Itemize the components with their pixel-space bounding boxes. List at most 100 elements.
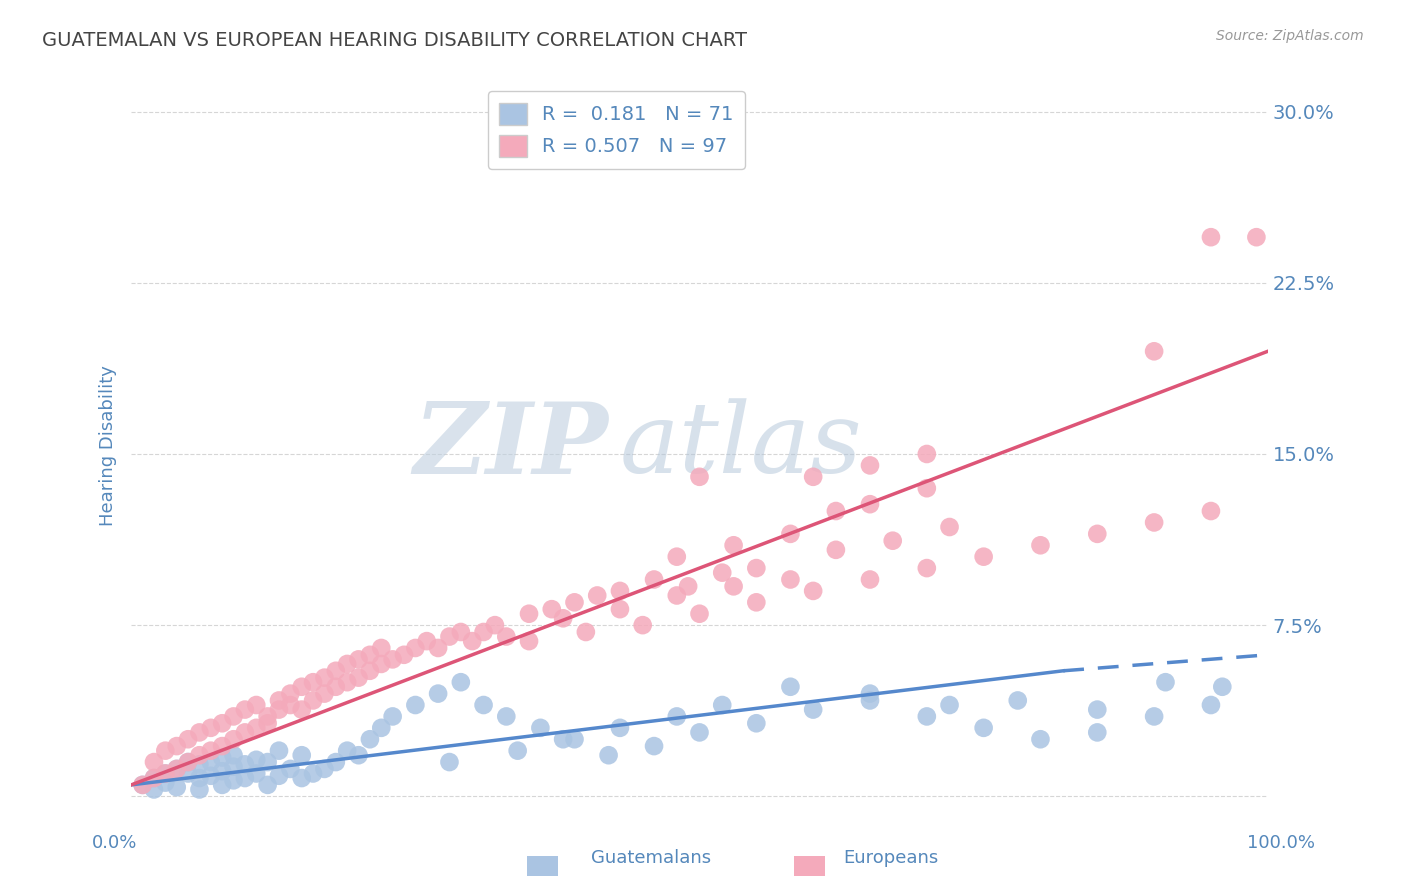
Point [155, 744, 177, 758]
Point [370, 657, 392, 671]
Point [404, 698, 426, 712]
Point [267, 693, 290, 707]
Point [529, 721, 551, 735]
Point [586, 589, 609, 603]
Point [267, 769, 290, 783]
Text: Guatemalans: Guatemalans [591, 849, 710, 867]
Point [280, 698, 302, 712]
Point [1085, 526, 1108, 541]
Point [314, 687, 336, 701]
Point [166, 739, 188, 753]
Point [256, 716, 278, 731]
Point [517, 607, 540, 621]
Point [859, 687, 882, 701]
Point [177, 755, 200, 769]
Point [256, 755, 278, 769]
Point [291, 748, 314, 763]
Point [689, 470, 711, 484]
Point [222, 748, 245, 763]
Point [859, 693, 882, 707]
Point [359, 732, 381, 747]
Legend: R =  0.181   N = 71, R = 0.507   N = 97: R = 0.181 N = 71, R = 0.507 N = 97 [488, 91, 745, 169]
Point [233, 702, 256, 716]
Point [200, 721, 222, 735]
Point [280, 762, 302, 776]
Point [188, 757, 211, 772]
Point [461, 634, 484, 648]
Point [631, 618, 654, 632]
Point [302, 675, 325, 690]
Point [222, 732, 245, 747]
Point [188, 771, 211, 785]
Point [131, 778, 153, 792]
Point [745, 716, 768, 731]
Point [336, 744, 359, 758]
Point [245, 753, 267, 767]
Point [1246, 230, 1268, 244]
Point [325, 664, 347, 678]
Point [392, 648, 415, 662]
Text: 100.0%: 100.0% [1247, 834, 1315, 852]
Point [188, 782, 211, 797]
Point [325, 755, 347, 769]
Point [1199, 504, 1222, 518]
Point [188, 725, 211, 739]
Point [359, 648, 381, 662]
Point [938, 520, 960, 534]
Point [143, 771, 166, 785]
Point [859, 573, 882, 587]
Point [801, 470, 824, 484]
Y-axis label: Hearing Disability: Hearing Disability [100, 366, 117, 526]
Point [689, 725, 711, 739]
Point [484, 618, 506, 632]
Point [177, 732, 200, 747]
Point [177, 755, 200, 769]
Point [256, 709, 278, 723]
Point [177, 766, 200, 780]
Point [689, 607, 711, 621]
Point [427, 640, 450, 655]
Point [553, 732, 575, 747]
Point [973, 721, 995, 735]
Point [643, 573, 665, 587]
Point [825, 504, 848, 518]
Point [973, 549, 995, 564]
Point [143, 771, 166, 785]
Point [267, 702, 290, 716]
Point [291, 680, 314, 694]
Point [314, 671, 336, 685]
Point [564, 595, 586, 609]
Point [779, 573, 801, 587]
Point [1143, 344, 1166, 359]
Point [267, 744, 290, 758]
Point [439, 630, 461, 644]
Point [325, 680, 347, 694]
Point [291, 771, 314, 785]
Point [1199, 230, 1222, 244]
Point [222, 759, 245, 773]
Point [200, 769, 222, 783]
Point [359, 664, 381, 678]
Point [472, 698, 495, 712]
Point [256, 778, 278, 792]
Point [200, 744, 222, 758]
Point [222, 709, 245, 723]
Point [779, 526, 801, 541]
Point [915, 561, 938, 575]
Point [166, 762, 188, 776]
Point [233, 771, 256, 785]
Point [1154, 675, 1177, 690]
Point [553, 611, 575, 625]
Point [1085, 702, 1108, 716]
Point [233, 725, 256, 739]
Text: ZIP: ZIP [413, 398, 609, 494]
Point [1007, 693, 1029, 707]
Point [915, 481, 938, 495]
Point [245, 698, 267, 712]
Point [1143, 516, 1166, 530]
Point [211, 764, 233, 779]
Point [801, 702, 824, 716]
Point [938, 698, 960, 712]
Point [450, 625, 472, 640]
Point [472, 625, 495, 640]
